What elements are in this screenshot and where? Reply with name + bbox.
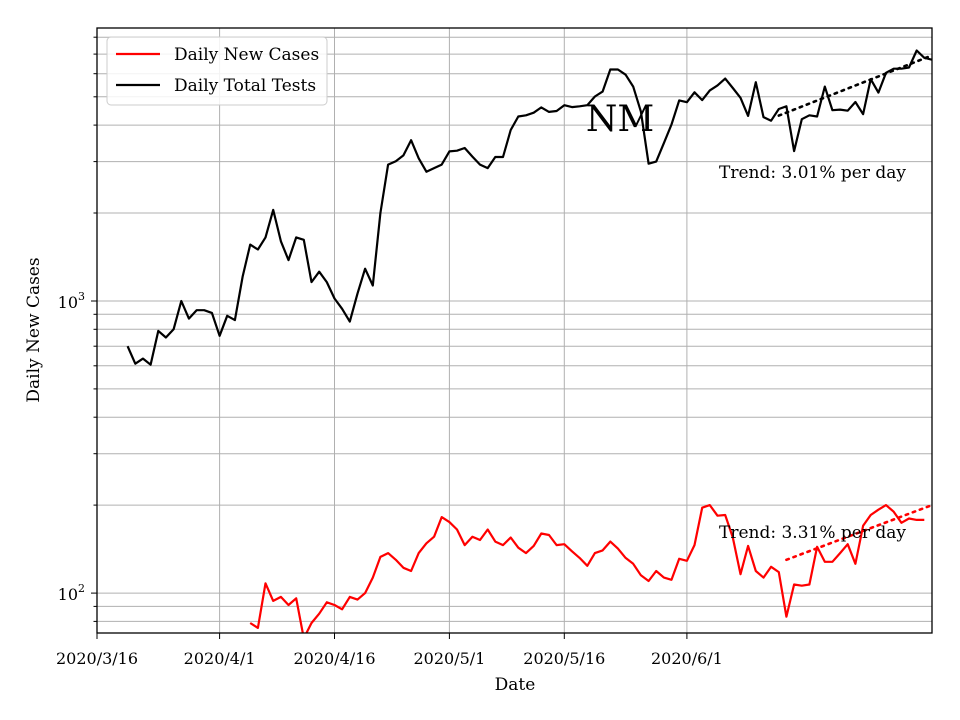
plot-frame <box>96 27 933 634</box>
series-line-daily-new-cases <box>249 504 925 633</box>
x-tick-label: 2020/4/16 <box>293 649 375 668</box>
series-line-daily-total-tests <box>126 49 932 366</box>
x-tick-label: 2020/3/16 <box>56 649 138 668</box>
x-tick-label: 2020/5/1 <box>413 649 485 668</box>
trend-label-cases: Trend: 3.31% per day <box>719 523 906 543</box>
y-tick-exponent: 2 <box>78 582 85 595</box>
y-tick-base: 10 <box>58 293 78 312</box>
x-axis: 2020/3/16 2020/4/1 2020/4/16 2020/5/1 2020/5… <box>56 633 723 668</box>
y-tick-base: 10 <box>58 585 78 604</box>
y-tick-label: 102 <box>58 582 85 604</box>
y-axis-title: Daily New Cases <box>24 257 44 402</box>
state-label: NM <box>586 99 654 140</box>
legend-label-cases: Daily New Cases <box>174 45 319 65</box>
x-tick-label: 2020/6/1 <box>651 649 723 668</box>
x-axis-title: Date <box>495 675 536 695</box>
series-layer <box>126 49 932 633</box>
y-tick-exponent: 3 <box>78 290 85 303</box>
y-tick-label: 103 <box>58 290 85 312</box>
x-tick-label: 2020/5/16 <box>523 649 605 668</box>
trend-line-daily-total-tests <box>777 54 932 117</box>
trend-line-daily-new-cases <box>785 503 932 562</box>
trend-label-tests: Trend: 3.01% per day <box>719 163 906 183</box>
x-tick-label: 2020/4/1 <box>184 649 256 668</box>
legend-label-tests: Daily Total Tests <box>174 76 316 96</box>
legend: Daily New Cases Daily Total Tests <box>106 36 328 106</box>
legend-box <box>106 36 328 106</box>
